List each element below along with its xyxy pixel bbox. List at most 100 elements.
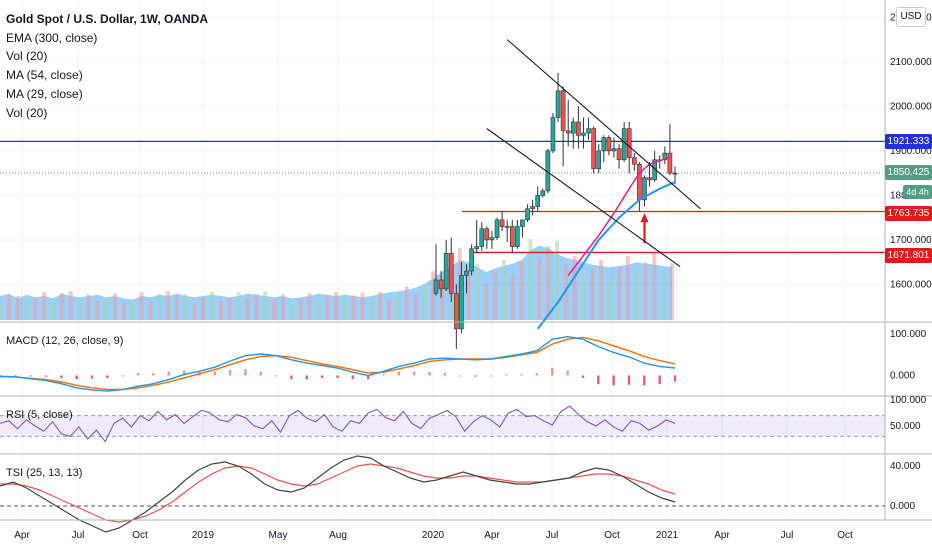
- macd-histogram-bar: [566, 370, 569, 376]
- volume-bar: [289, 303, 294, 320]
- candle-body: [494, 219, 500, 238]
- macd-histogram-bar: [136, 372, 140, 376]
- volume-bar: [263, 291, 268, 320]
- trend-channel: [486, 39, 701, 268]
- macd-histogram-bar: [581, 375, 585, 378]
- candle-body: [560, 90, 566, 132]
- macd-label[interactable]: MACD (12, 26, close, 9): [6, 335, 124, 347]
- x-tick-label: May: [269, 530, 288, 541]
- ma54-line: [536, 181, 676, 330]
- volume-bar: [148, 300, 153, 320]
- macd-histogram-bar: [182, 370, 186, 376]
- x-tick-label: 2020: [422, 530, 445, 541]
- candle-body: [489, 237, 495, 241]
- rsi-line: [0, 405, 676, 443]
- tsi-tick-label: 0.000: [890, 501, 915, 512]
- macd-histogram-bar: [474, 375, 477, 377]
- volume-bar: [51, 301, 56, 320]
- tsi-label[interactable]: TSI (25, 13, 13): [6, 467, 83, 479]
- study-ema300[interactable]: EMA (300, close): [6, 30, 98, 45]
- macd-pane: [0, 335, 677, 392]
- tsi-pane: [0, 455, 885, 533]
- ma29-line: [567, 156, 671, 276]
- x-tick-label: Jul: [781, 530, 794, 541]
- macd-histogram-bar: [673, 375, 677, 382]
- volume-bar: [670, 263, 674, 320]
- macd-histogram-bar: [443, 372, 447, 376]
- candle-body: [596, 150, 602, 169]
- x-tick-label: 2021: [656, 530, 679, 541]
- volume-bar: [130, 300, 135, 320]
- macd-histogram-bar: [336, 375, 339, 378]
- volume-bar: [68, 291, 73, 320]
- volume-bar: [236, 292, 241, 320]
- macd-histogram-bar: [351, 375, 355, 380]
- volume-bar: [563, 264, 568, 320]
- candle-body: [606, 137, 612, 152]
- macd-histogram-bar: [259, 371, 262, 376]
- volume-bar: [272, 299, 277, 320]
- candle-body: [642, 177, 647, 201]
- volume-bar: [174, 296, 179, 320]
- volume-bar: [121, 302, 126, 320]
- volume-bar: [555, 240, 560, 320]
- macd-histogram-bar: [535, 372, 539, 376]
- rsi-pane: [0, 405, 885, 443]
- candle-body: [616, 148, 622, 161]
- volume-bar: [413, 294, 418, 320]
- x-tick-label: Aug: [329, 530, 347, 541]
- candle-body: [667, 152, 673, 174]
- volume-bar: [590, 268, 595, 320]
- level-tag-support-1: 1763.735: [885, 206, 932, 221]
- macd-histogram-bar: [428, 371, 431, 376]
- macd-histogram-bar: [627, 375, 631, 385]
- currency-button[interactable]: USD: [896, 7, 926, 27]
- tsi-tick-label: 40.000: [890, 461, 921, 472]
- study-vol20-2[interactable]: Vol (20): [6, 105, 48, 120]
- volume-bar: [334, 292, 338, 320]
- volume-bar: [316, 299, 321, 320]
- y-tick-label: 1700.000: [890, 235, 932, 246]
- volume-bar: [572, 255, 577, 320]
- volume-bar: [546, 246, 551, 320]
- x-tick-label: Apr: [714, 530, 730, 541]
- candle-body: [555, 90, 561, 118]
- study-ma54[interactable]: MA (54, close): [6, 68, 83, 83]
- y-tick-label: 2100.000: [890, 57, 932, 68]
- macd-histogram-bar: [305, 375, 309, 380]
- macd-histogram-bar: [0, 374, 2, 376]
- volume-bar: [192, 302, 197, 320]
- candle-body: [438, 279, 444, 290]
- bounce-arrow-head: [640, 213, 649, 223]
- candle-body: [459, 275, 464, 330]
- macd-histogram-bar: [320, 375, 324, 378]
- x-tick-label: Oct: [837, 530, 853, 541]
- volume-bar: [581, 276, 586, 320]
- candle-body: [581, 132, 586, 136]
- macd-histogram-bar: [413, 371, 416, 376]
- macd-histogram-bar: [14, 374, 17, 376]
- volume-bar: [643, 262, 648, 320]
- macd-histogram-bar: [551, 368, 554, 376]
- candle-body: [509, 226, 515, 247]
- macd-histogram-bar: [121, 375, 124, 377]
- volume-bar: [528, 239, 533, 320]
- rsi-label[interactable]: RSI (5, close): [6, 409, 73, 421]
- study-vol20[interactable]: Vol (20): [6, 49, 48, 64]
- rsi-tick-label: 100.000: [890, 395, 927, 406]
- rsi-tick-label: 50.000: [890, 421, 921, 432]
- volume-bar: [493, 271, 498, 320]
- volume-bar: [342, 298, 347, 320]
- volume-bar: [475, 263, 480, 320]
- study-ma29[interactable]: MA (29, close): [6, 86, 83, 101]
- volume-bar: [227, 297, 232, 320]
- macd-tick-label: 0.000: [890, 370, 915, 381]
- macd-histogram-bar: [505, 374, 508, 376]
- volume-bar: [351, 295, 356, 320]
- macd-signal-line: [0, 336, 676, 391]
- macd-histogram-bar: [643, 375, 646, 386]
- volume-bar: [387, 299, 392, 320]
- volume-bar: [15, 295, 20, 320]
- candle-body: [621, 128, 627, 161]
